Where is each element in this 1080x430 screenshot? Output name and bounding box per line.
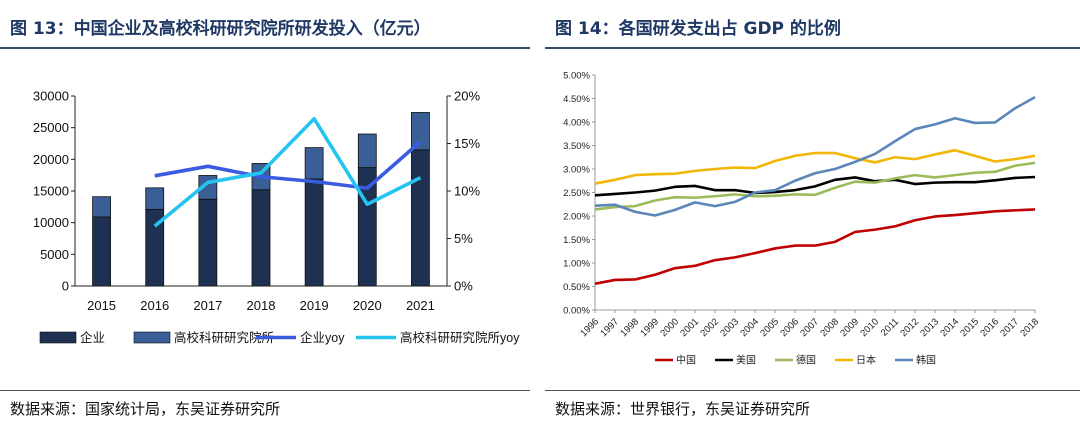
- legend-label-university: 高校科研研究院所: [174, 330, 274, 345]
- x-tick-label: 2011: [879, 316, 901, 338]
- x-tick-label: 1999: [638, 316, 661, 339]
- bar-university: [411, 112, 430, 151]
- figure-13-source: 数据来源：国家统计局，东吴证券研究所: [10, 400, 281, 418]
- x-tick-label: 2003: [718, 316, 741, 339]
- bar-enterprise: [251, 189, 271, 287]
- x-tick-label: 2020: [353, 298, 382, 313]
- bar-enterprise: [304, 178, 324, 287]
- title-rule: [0, 47, 530, 49]
- legend-label-university-yoy: 高校科研研究院所yoy: [400, 330, 520, 345]
- x-tick-label: 2018: [1018, 316, 1041, 339]
- x-tick-label: 2018: [247, 298, 276, 313]
- x-tick-label: 1997: [598, 316, 621, 339]
- bar-enterprise: [357, 167, 377, 287]
- figure-14-source: 数据来源：世界银行，东吴证券研究所: [555, 400, 811, 418]
- line-china: [594, 208, 1036, 285]
- y-tick-label: 2.00%: [563, 212, 590, 223]
- x-tick-label: 2005: [758, 316, 781, 339]
- y-tick-label: 3.50%: [563, 141, 590, 152]
- bar-university: [357, 133, 377, 168]
- figure-14-title: 图 14：各国研发支出占 GDP 的比例: [555, 19, 841, 39]
- line-usa: [594, 175, 1036, 197]
- x-tick-label: 2015: [87, 298, 116, 313]
- y-tick-label: 25000: [33, 120, 69, 135]
- y-tick-label: 30000: [33, 89, 69, 104]
- y2-tick-label: 20%: [454, 89, 480, 104]
- bar-university: [304, 147, 324, 180]
- y2-tick-label: 5%: [454, 231, 473, 246]
- x-tick-label: 2009: [838, 316, 861, 339]
- x-tick-label: 2001: [678, 316, 701, 339]
- legend-label-china: 中国: [676, 354, 696, 367]
- y-tick-label: 0: [62, 279, 69, 294]
- y2-tick-label: 15%: [454, 136, 480, 151]
- x-tick-label: 2016: [978, 316, 1001, 339]
- y2-tick-label: 10%: [454, 184, 480, 199]
- x-tick-label: 2015: [958, 316, 981, 339]
- y-tick-label: 20000: [33, 152, 69, 167]
- y-tick-label: 1.00%: [563, 259, 590, 270]
- bar-enterprise: [92, 216, 111, 287]
- line-enterprise-yoy: [154, 140, 422, 190]
- y-tick-label: 5000: [40, 247, 69, 262]
- y-tick-label: 5.00%: [563, 71, 590, 82]
- x-tick-label: 2000: [658, 316, 681, 339]
- source-rule: [545, 390, 1080, 391]
- y2-tick-label: 0%: [454, 279, 473, 294]
- line-japan: [594, 148, 1036, 185]
- x-tick-label: 2019: [300, 298, 329, 313]
- line-korea: [594, 95, 1036, 217]
- x-tick-label: 2017: [193, 298, 222, 313]
- line-university-yoy: [153, 117, 422, 228]
- figure-13: 图 13：中国企业及高校科研研究院所研发投入（亿元） 0 5000 10000 150…: [0, 0, 530, 430]
- legend-label-usa: 美国: [736, 354, 756, 367]
- figure-13-title: 图 13：中国企业及高校科研研究院所研发投入（亿元）: [10, 19, 431, 39]
- legend-label-enterprise-yoy: 企业yoy: [300, 330, 345, 345]
- rd-gdp-ratio-chart: 0.00% 0.50% 1.00% 1.50% 2.00% 2.50% 3.00% 3.50%…: [563, 71, 1041, 367]
- y-tick-label: 1.50%: [563, 235, 590, 246]
- legend-label-enterprise: 企业: [80, 330, 105, 345]
- bar-enterprise: [198, 198, 218, 287]
- x-tick-label: 2012: [898, 316, 921, 339]
- y-tick-label: 4.00%: [563, 118, 590, 129]
- title-rule: [545, 47, 1080, 49]
- x-tick-label: 2008: [818, 316, 841, 339]
- line-germany: [594, 161, 1036, 211]
- legend-swatch-university: [133, 331, 171, 344]
- y-tick-label: 3.00%: [563, 165, 590, 176]
- x-tick-label: 1998: [618, 316, 641, 339]
- x-tick-label: 2006: [778, 316, 801, 339]
- y-tick-label: 15000: [33, 184, 69, 199]
- y-tick-label: 4.50%: [563, 94, 590, 105]
- x-tick-label: 2017: [998, 316, 1021, 339]
- legend-label-japan: 日本: [856, 354, 876, 367]
- x-tick-label: 1996: [578, 316, 601, 339]
- figure-14: 图 14：各国研发支出占 GDP 的比例 0.00% 0.50% 1.00% 1.50…: [545, 0, 1080, 430]
- x-tick-label: 2004: [738, 316, 761, 339]
- x-tick-label: 2016: [140, 298, 169, 313]
- x-tick-label: 2007: [798, 316, 821, 339]
- legend-label-korea: 韩国: [916, 354, 936, 367]
- legend-swatch-enterprise: [39, 331, 77, 344]
- y-tick-label: 0.00%: [563, 306, 590, 317]
- x-tick-label: 2002: [698, 316, 721, 339]
- legend-label-germany: 德国: [796, 354, 816, 367]
- source-rule: [0, 390, 530, 391]
- bar-university: [92, 196, 111, 218]
- x-tick-label: 2013: [918, 316, 941, 339]
- x-tick-label: 2014: [938, 316, 961, 339]
- y-tick-label: 10000: [33, 215, 69, 230]
- bar-enterprise: [411, 149, 430, 287]
- rd-investment-chart: 0 5000 10000 15000 20000 25000 30000 0% 5% 10% 15%…: [33, 89, 520, 346]
- y-tick-label: 2.50%: [563, 188, 590, 199]
- y-tick-label: 0.50%: [563, 282, 590, 293]
- x-tick-label: 2021: [406, 298, 435, 313]
- bar-university: [145, 187, 165, 210]
- x-tick-label: 2010: [858, 316, 881, 339]
